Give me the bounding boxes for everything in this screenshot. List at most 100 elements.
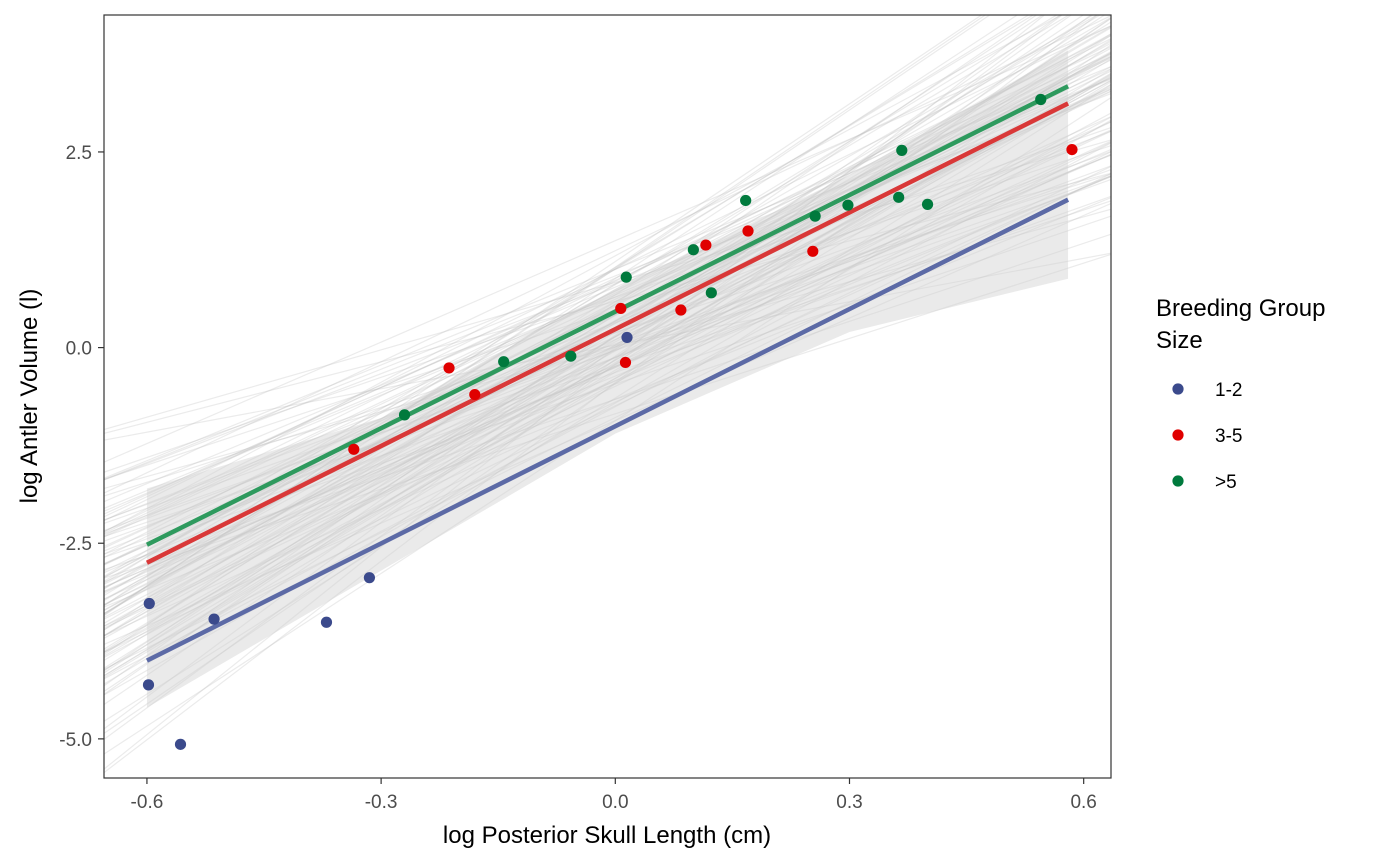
posterior-draw-line — [104, 59, 1111, 559]
posterior-draw-line — [104, 202, 1111, 646]
data-point — [348, 443, 360, 455]
posterior-draw-line — [104, 15, 1094, 637]
data-point — [621, 331, 633, 344]
posterior-draw-line — [104, 58, 1111, 677]
x-tick-label: 0.0 — [602, 792, 628, 813]
posterior-draw-line — [104, 16, 1111, 602]
posterior-draw-line — [104, 165, 1111, 535]
x-tick-label: -0.3 — [365, 792, 398, 813]
y-tick-label: -5.0 — [59, 730, 92, 751]
posterior-draw-line — [104, 46, 1111, 518]
data-point — [705, 287, 717, 299]
posterior-draw-line — [104, 112, 1111, 653]
posterior-draw-line — [104, 75, 1111, 679]
posterior-draw-line — [104, 175, 1111, 593]
posterior-draw-line — [104, 119, 1111, 696]
data-point — [443, 362, 455, 374]
posterior-draw-line — [104, 79, 1111, 627]
data-point — [1066, 144, 1078, 156]
posterior-draw-line — [104, 88, 1111, 512]
posterior-draw-line — [104, 55, 1111, 534]
posterior-draw-line — [104, 172, 1111, 670]
posterior-draw-line — [104, 15, 987, 617]
posterior-draw-line — [104, 129, 1111, 593]
x-tick-label: -0.6 — [131, 792, 164, 813]
posterior-draw-line — [104, 34, 1111, 555]
posterior-draw-line — [104, 175, 1111, 532]
posterior-draw-line — [104, 15, 1099, 582]
data-point — [896, 144, 908, 156]
fit-line-3-5 — [145, 101, 1070, 565]
posterior-draw-line — [104, 150, 1111, 521]
x-tick-label: 0.3 — [836, 792, 862, 813]
posterior-draw-line — [104, 126, 1111, 473]
fit-lines — [145, 84, 1070, 663]
plot-panel — [104, 15, 1111, 774]
data-point — [1035, 93, 1047, 106]
posterior-draw-line — [104, 15, 991, 616]
data-point — [740, 194, 752, 207]
data-point — [615, 302, 627, 315]
posterior-draw-line — [104, 83, 1111, 640]
posterior-draw-line — [104, 81, 1111, 685]
data-point — [687, 244, 699, 256]
posterior-draw-line — [104, 17, 1111, 693]
data-point — [469, 388, 481, 401]
posterior-draw-line — [104, 115, 1111, 565]
data-point — [742, 225, 754, 237]
posterior-draw-line — [104, 153, 1111, 588]
posterior-draw-line — [104, 87, 1111, 510]
plot-background — [104, 15, 1111, 778]
plot-border — [103, 14, 1112, 779]
posterior-draw-line — [104, 121, 1111, 566]
posterior-draw-line — [104, 15, 1111, 494]
data-point — [498, 356, 510, 368]
data-point — [142, 679, 155, 691]
posterior-draw-line — [104, 139, 1111, 431]
y-axis-title: log Antler Volume (l) — [16, 289, 43, 504]
posterior-draw-line — [104, 145, 1111, 480]
posterior-draw-line — [104, 15, 1035, 578]
legend-label: >5 — [1215, 472, 1237, 493]
data-point — [842, 199, 854, 211]
data-point — [619, 356, 632, 369]
data-points — [142, 93, 1078, 750]
posterior-draw-line — [104, 21, 1111, 652]
posterior-draw-line — [104, 33, 1111, 650]
posterior-draw-line — [104, 78, 1111, 503]
posterior-draw-line — [104, 85, 1111, 606]
posterior-draw-line — [104, 25, 1111, 463]
posterior-draw-line — [104, 25, 1111, 522]
y-axis: -5.0 -2.5 0.0 2.5 — [59, 143, 104, 751]
data-point — [675, 304, 687, 316]
posterior-draw-line — [104, 84, 1111, 722]
posterior-draw-line — [104, 44, 1111, 735]
posterior-draw-line — [104, 196, 1111, 608]
posterior-draw-line — [104, 65, 1111, 479]
posterior-draw-line — [104, 96, 1111, 755]
y-tick-label: 2.5 — [66, 143, 92, 164]
posterior-draw-line — [104, 172, 1111, 435]
posterior-draw-line — [104, 174, 1111, 637]
legend-items: 1-2 3-5 >5 — [1172, 380, 1242, 493]
posterior-draw-line — [104, 55, 1111, 595]
x-axis-title: log Posterior Skull Length (cm) — [443, 822, 771, 849]
posterior-draw-line — [104, 233, 1111, 571]
data-point — [565, 350, 577, 362]
posterior-draw-line — [104, 15, 1038, 656]
posterior-draw-line — [104, 17, 1111, 706]
posterior-draw-line — [104, 140, 1111, 600]
data-point — [363, 572, 376, 584]
data-point — [143, 597, 155, 610]
posterior-draw-line — [104, 25, 1111, 615]
fit-line-1-2 — [145, 197, 1070, 663]
legend-title-line-2: Size — [1156, 327, 1203, 354]
posterior-draw-line — [104, 53, 1111, 515]
legend-title-line-1: Breeding Group — [1156, 295, 1325, 322]
posterior-draw-line — [104, 253, 1111, 579]
posterior-draw-line — [104, 57, 1111, 537]
posterior-draw-line — [104, 15, 983, 607]
data-point — [700, 239, 712, 251]
data-point — [174, 738, 187, 750]
posterior-draw-line — [104, 15, 1073, 696]
